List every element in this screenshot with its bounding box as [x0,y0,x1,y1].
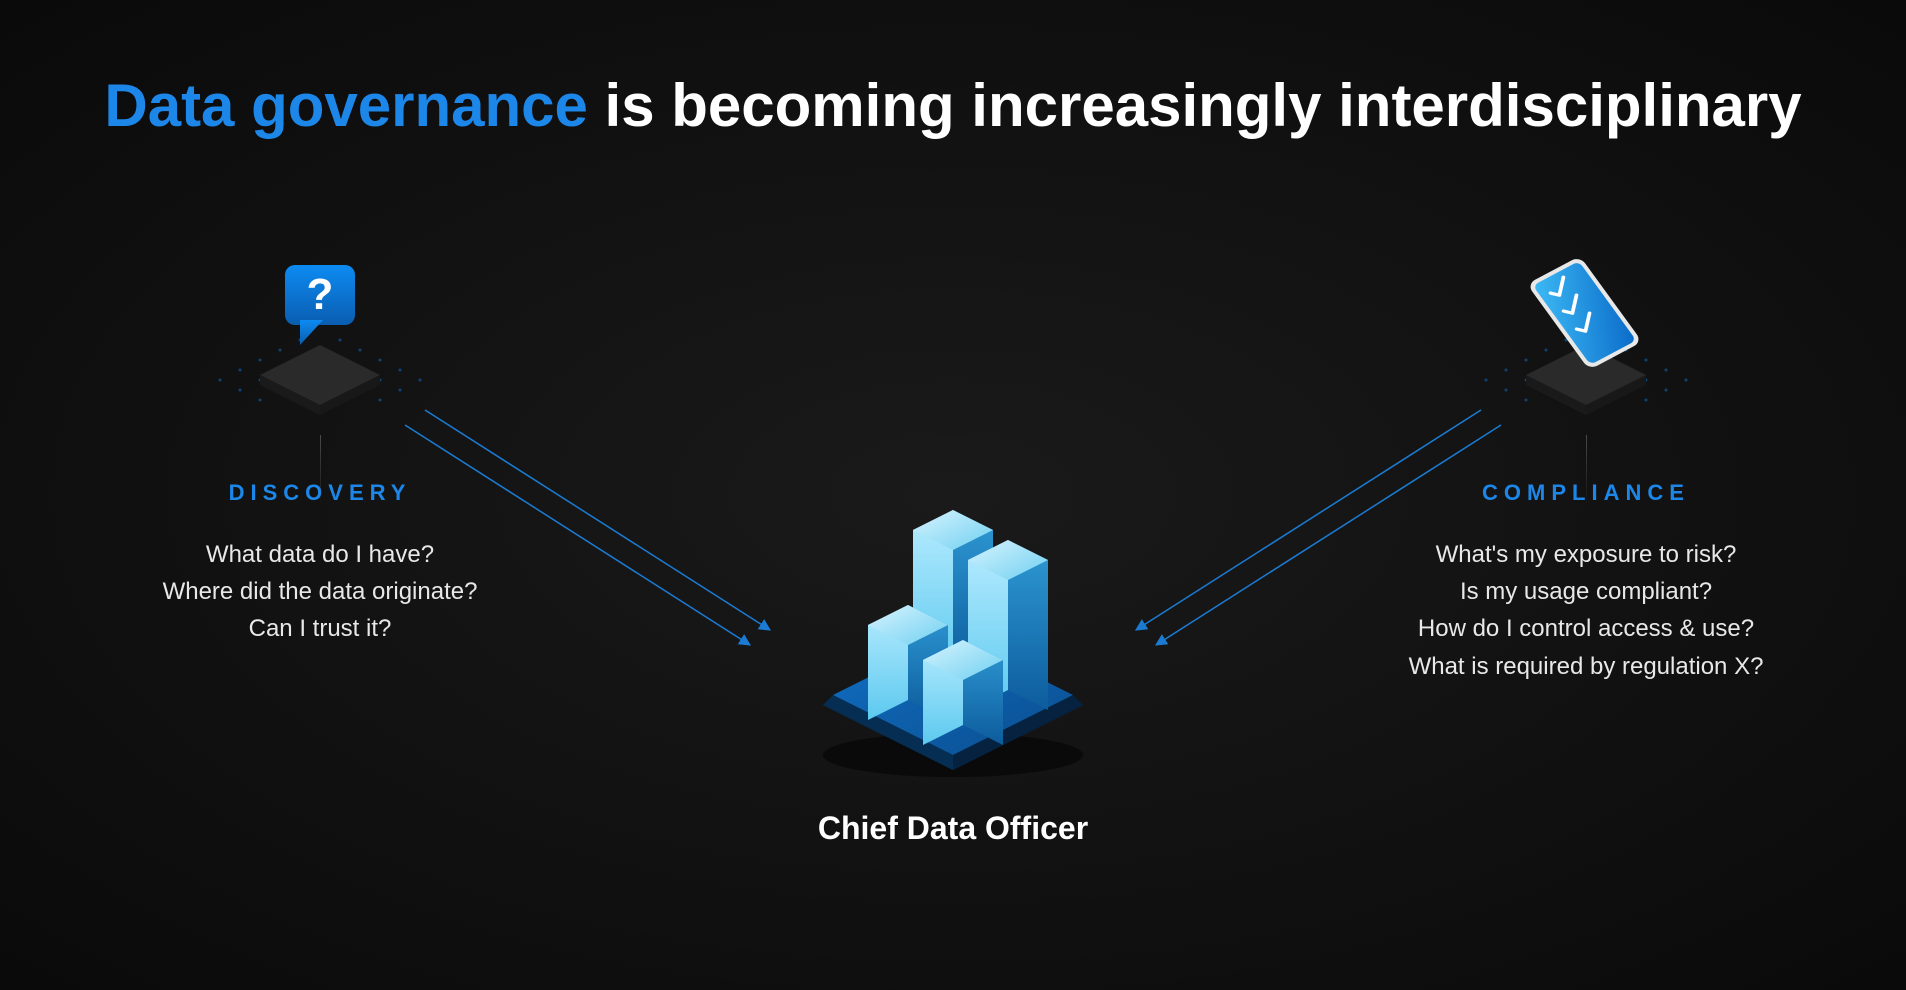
discovery-q1: What data do I have? [70,536,570,573]
compliance-q1: What's my exposure to risk? [1336,536,1836,573]
discovery-icon-wrap: ? [190,250,450,450]
discovery-questions: What data do I have? Where did the data … [70,536,570,648]
title-rest: is becoming increasingly interdisciplina… [588,72,1802,139]
compliance-q3: How do I control access & use? [1336,610,1836,647]
svg-text:?: ? [307,270,334,319]
compliance-q4: What is required by regulation X? [1336,648,1836,685]
page-title: Data governance is becoming increasingly… [0,70,1906,142]
cdo-label: Chief Data Officer [703,810,1203,847]
compliance-q2: Is my usage compliant? [1336,573,1836,610]
discovery-q2: Where did the data originate? [70,573,570,610]
question-bubble-icon: ? [190,250,450,450]
drop-line [1586,435,1587,505]
checklist-phone-icon [1456,250,1716,450]
drop-line [320,435,321,505]
pillar-discovery: ? DISCOVERY What data do I have? Where d… [70,250,570,648]
cdo-icon-wrap [783,470,1123,790]
compliance-icon-wrap [1456,250,1716,450]
data-bars-icon [783,470,1123,790]
discovery-q3: Can I trust it? [70,610,570,647]
title-highlight: Data governance [104,72,588,139]
compliance-questions: What's my exposure to risk? Is my usage … [1336,536,1836,685]
pillar-compliance: COMPLIANCE What's my exposure to risk? I… [1336,250,1836,685]
center-cdo: Chief Data Officer [703,470,1203,847]
